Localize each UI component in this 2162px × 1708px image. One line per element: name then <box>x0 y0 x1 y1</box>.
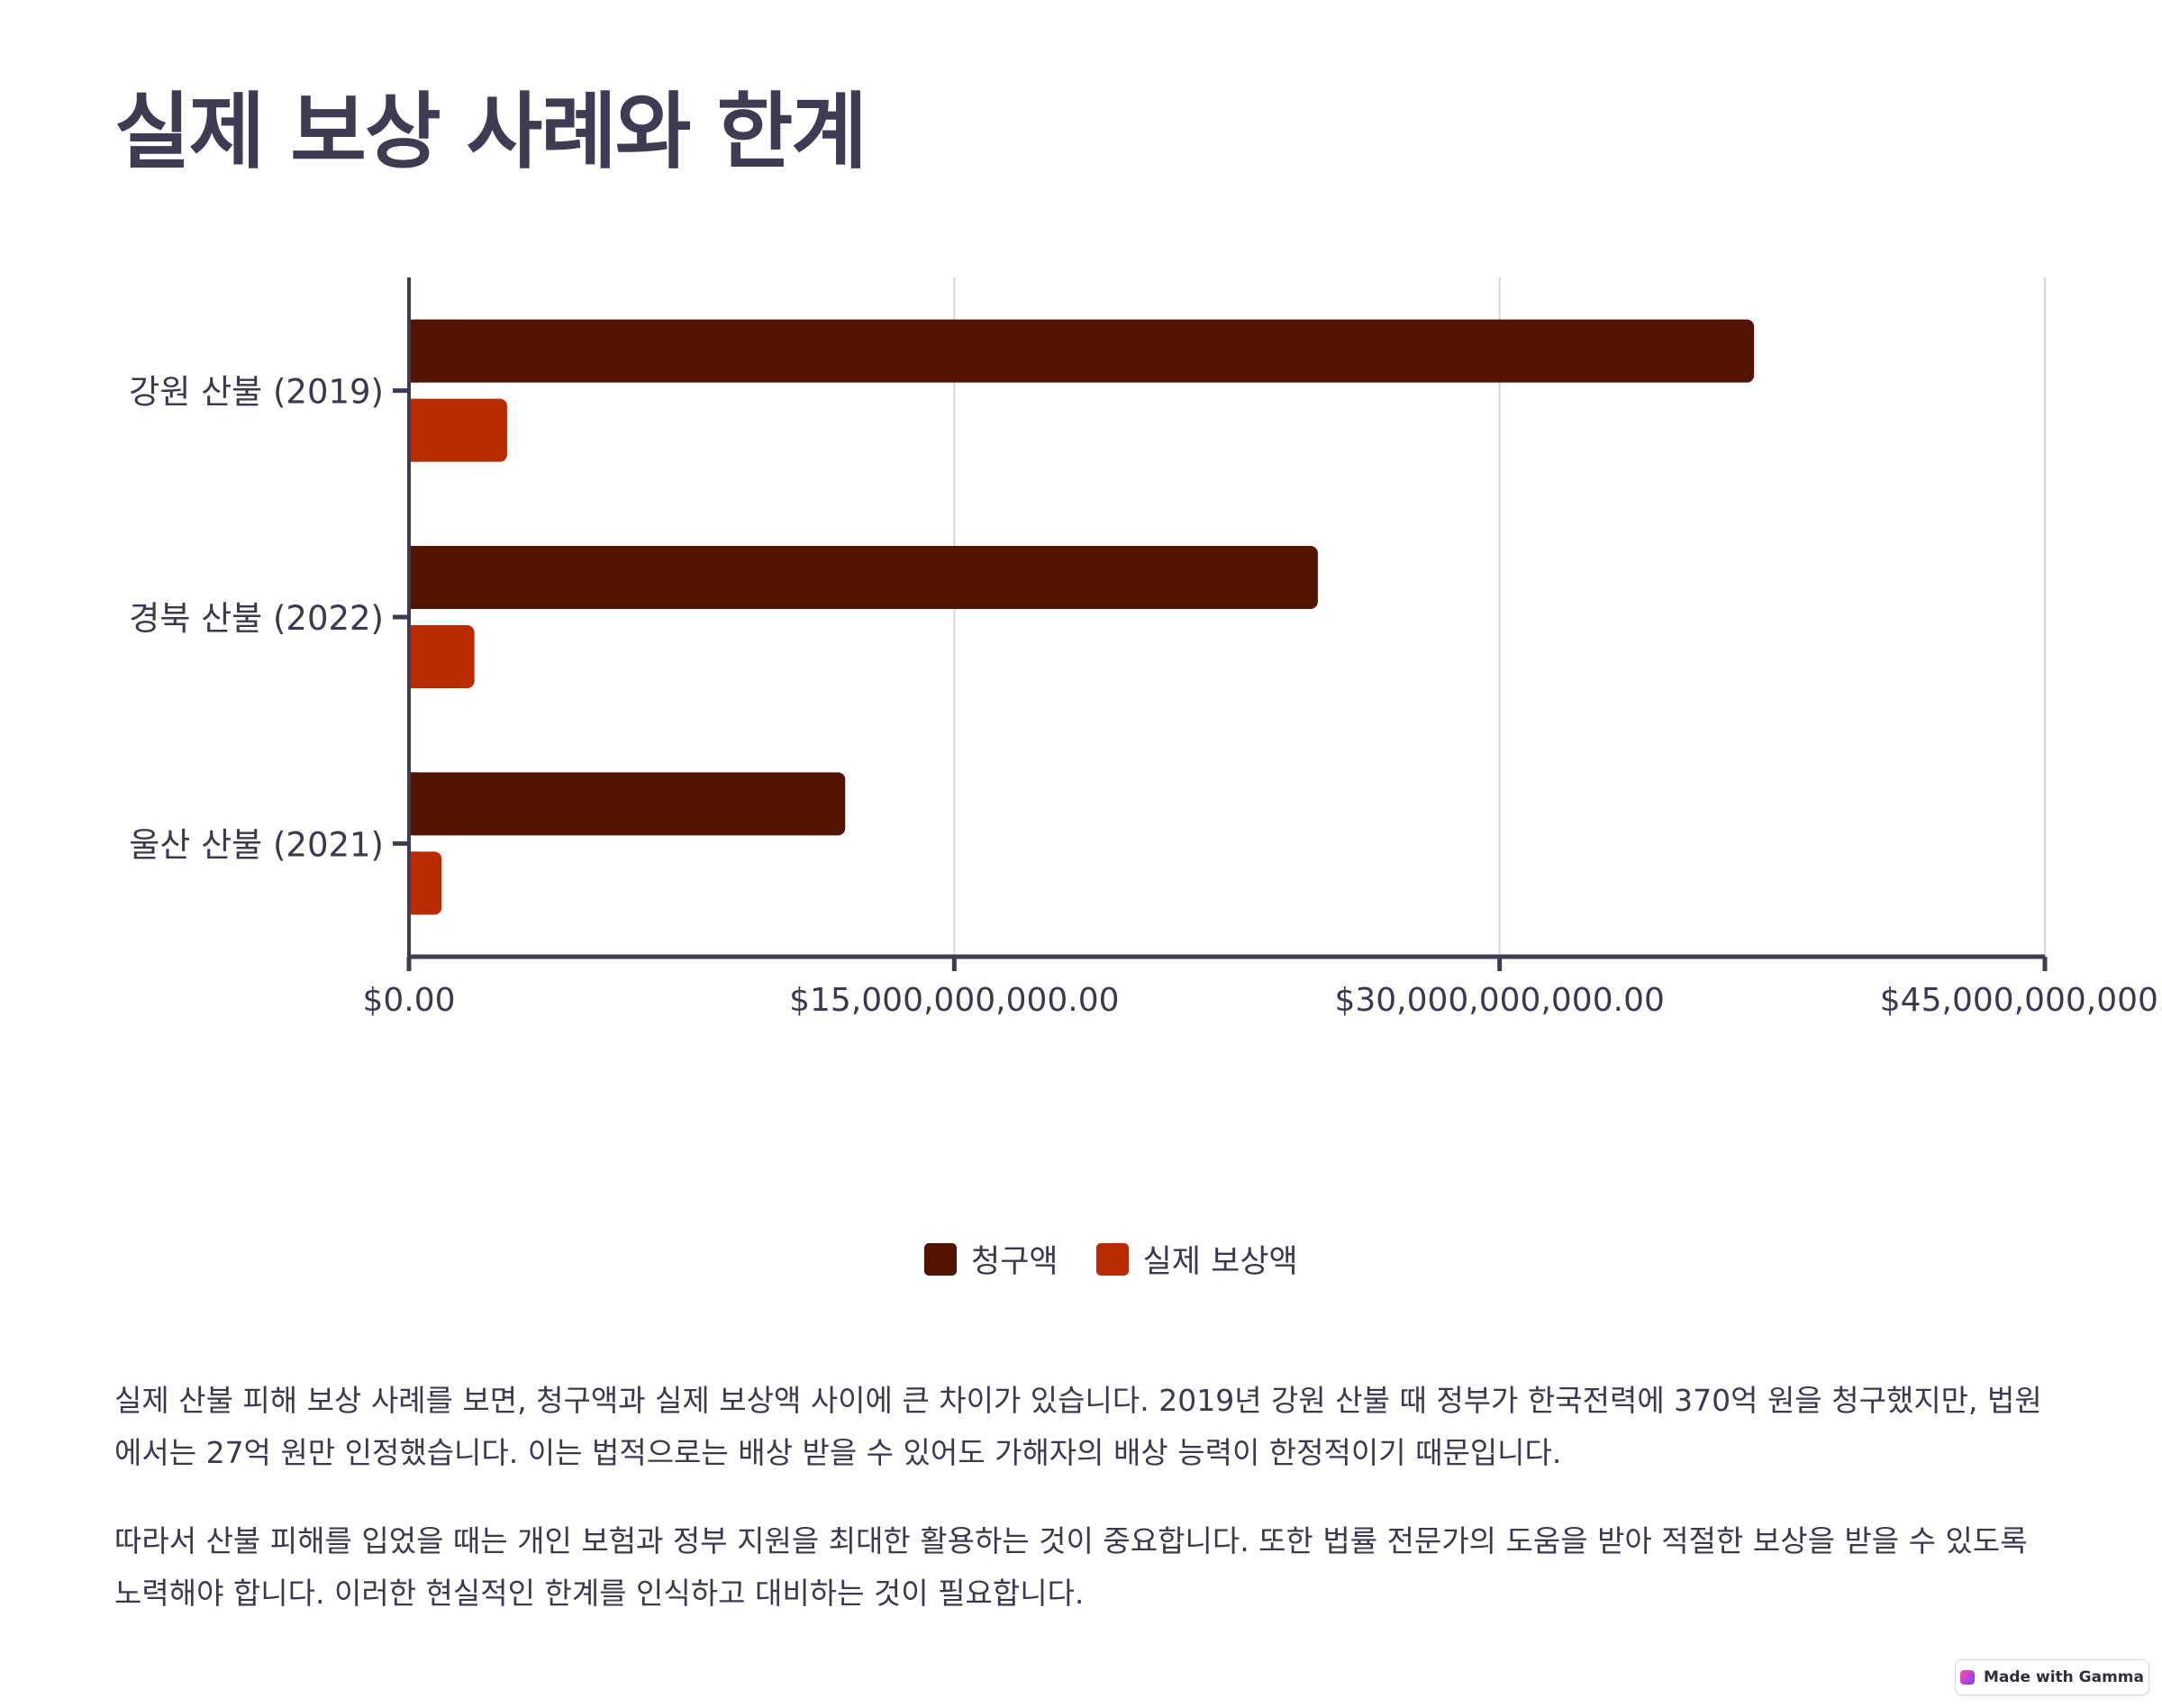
x-tick-label: $0.00 <box>362 982 455 1019</box>
bar-corner-fill <box>409 772 418 836</box>
bar-claim <box>409 546 1318 609</box>
bar-corner-fill <box>409 319 418 383</box>
chart-bars <box>409 319 1755 915</box>
bar-corner-fill <box>409 546 418 609</box>
x-tick-label: $45,000,000,000.00 <box>1880 982 2162 1019</box>
x-tick-label: $15,000,000,000.00 <box>789 982 1119 1019</box>
bar-corner-fill <box>409 625 418 688</box>
chart-gridlines <box>953 277 2046 957</box>
bar-claim <box>409 772 846 836</box>
body-paragraph-1: 실제 산불 피해 보상 사례를 보면, 청구액과 실제 보상액 사이에 큰 차이… <box>114 1383 2042 1470</box>
chart-labels: 강원 산불 (2019) 경북 산불 (2022) 울산 산불 (2021) $0.0… <box>129 373 2162 1019</box>
legend-item-actual: 실제 보상액 <box>1095 1236 1298 1282</box>
chart-legend: 청구액 실제 보상액 <box>924 1236 1298 1282</box>
legend-swatch-claim <box>924 1242 957 1276</box>
made-with-gamma-badge[interactable]: Made with Gamma <box>1955 1659 2149 1695</box>
legend-item-claim: 청구액 <box>924 1236 1058 1282</box>
bar-claim <box>409 319 1755 383</box>
bar-actual <box>409 398 507 462</box>
legend-label-actual: 실제 보상액 <box>1142 1244 1298 1280</box>
gamma-logo-icon <box>1959 1670 1975 1685</box>
legend-label-claim: 청구액 <box>971 1244 1058 1280</box>
body-paragraph-2: 따라서 산불 피해를 입었을 때는 개인 보험과 정부 지원을 최대한 활용하는… <box>114 1523 2028 1611</box>
legend-swatch-actual <box>1095 1242 1129 1276</box>
page-title: 실제 보상 사례와 한계 <box>114 84 868 180</box>
bar-corner-fill <box>409 398 418 462</box>
made-with-gamma-label: Made with Gamma <box>1983 1668 2144 1686</box>
bar-actual <box>409 625 475 688</box>
bar-corner-fill <box>409 851 418 915</box>
x-tick-label: $30,000,000,000.00 <box>1334 982 1664 1019</box>
y-tick-label: 울산 산불 (2021) <box>129 825 384 864</box>
chart-axes <box>393 277 2048 971</box>
y-tick-label: 강원 산불 (2019) <box>129 373 384 412</box>
bar-chart: 강원 산불 (2019) 경북 산불 (2022) 울산 산불 (2021) $0.0… <box>129 277 2162 1019</box>
y-tick-label: 경북 산불 (2022) <box>129 599 384 638</box>
